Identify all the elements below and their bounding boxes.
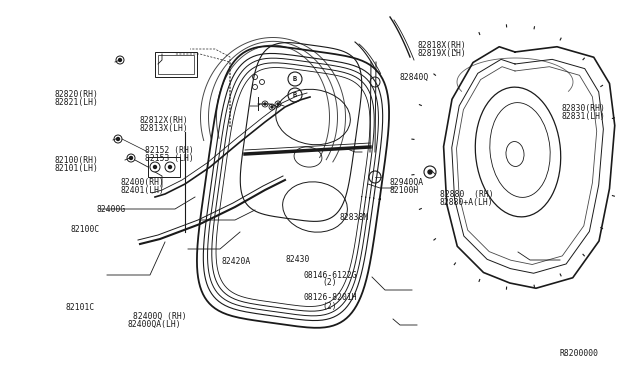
Text: 82153 (LH): 82153 (LH) [145, 154, 194, 163]
Text: 82400QA(LH): 82400QA(LH) [127, 320, 180, 328]
Circle shape [154, 166, 157, 169]
Text: 82812X(RH): 82812X(RH) [140, 115, 189, 125]
Text: 82100H: 82100H [390, 186, 419, 195]
Text: 08126-8201H: 08126-8201H [304, 294, 358, 302]
Text: 82838M: 82838M [340, 212, 369, 221]
Text: 82821(LH): 82821(LH) [54, 97, 98, 106]
Text: R8200000: R8200000 [560, 350, 599, 359]
Text: 82940QA: 82940QA [390, 177, 424, 186]
Circle shape [168, 166, 172, 169]
Text: 82831(LH): 82831(LH) [562, 112, 606, 121]
Text: 82830(RH): 82830(RH) [562, 103, 606, 112]
Circle shape [428, 170, 432, 174]
Text: 82430: 82430 [286, 256, 310, 264]
Text: 08146-6122G: 08146-6122G [304, 270, 358, 279]
Text: 82880+A(LH): 82880+A(LH) [440, 198, 493, 206]
Circle shape [264, 103, 266, 105]
Text: (2): (2) [322, 301, 337, 311]
Text: 82400Q (RH): 82400Q (RH) [133, 311, 187, 321]
Text: 82152 (RH): 82152 (RH) [145, 145, 194, 154]
Text: B: B [293, 76, 297, 82]
Text: B: B [293, 92, 297, 98]
Text: 82100C: 82100C [70, 224, 99, 234]
Text: 82401(LH): 82401(LH) [120, 186, 164, 195]
Circle shape [118, 58, 122, 61]
Text: 82813X(LH): 82813X(LH) [140, 124, 189, 132]
Circle shape [116, 138, 120, 141]
Text: 82420A: 82420A [222, 257, 252, 266]
Circle shape [271, 106, 273, 108]
Text: 82100(RH): 82100(RH) [54, 155, 98, 164]
Text: 82400G: 82400G [96, 205, 125, 214]
Text: 82819X(LH): 82819X(LH) [418, 48, 467, 58]
Text: 82880  (RH): 82880 (RH) [440, 189, 493, 199]
Text: 82400(RH): 82400(RH) [120, 177, 164, 186]
Circle shape [129, 157, 132, 160]
Circle shape [277, 103, 279, 105]
Text: 82818X(RH): 82818X(RH) [418, 41, 467, 49]
Text: (2): (2) [322, 279, 337, 288]
Text: 82820(RH): 82820(RH) [54, 90, 98, 99]
Text: 82101(LH): 82101(LH) [54, 164, 98, 173]
Text: 82840Q: 82840Q [400, 73, 429, 81]
Text: 82101C: 82101C [65, 302, 94, 311]
